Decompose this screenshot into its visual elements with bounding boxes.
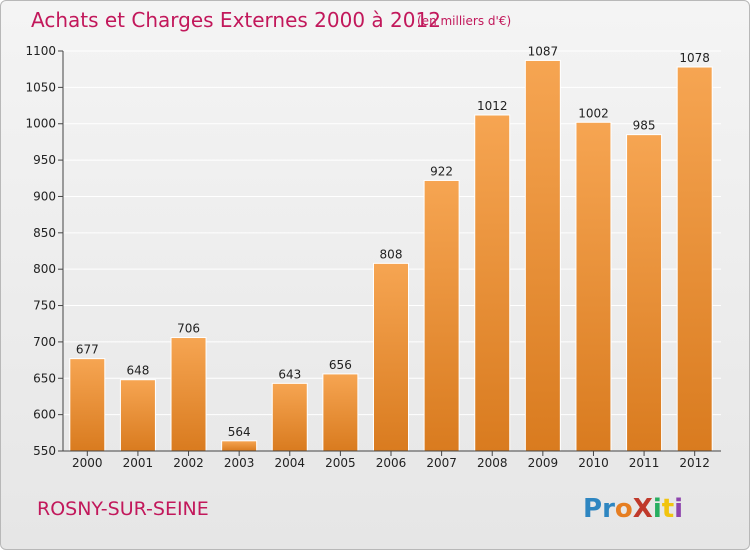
chart-subtitle: (en milliers d'€) — [417, 14, 511, 28]
bar-2009 — [524, 59, 561, 452]
y-tick-label: 1050 — [25, 80, 56, 94]
bar-2003 — [221, 440, 258, 452]
logo-letter: i — [653, 494, 662, 524]
y-tick-label: 550 — [33, 444, 56, 458]
x-tick-label: 2002 — [173, 456, 204, 470]
logo-letter: P — [583, 494, 602, 524]
location-name: ROSNY-SUR-SEINE — [37, 498, 209, 520]
data-label: 656 — [329, 358, 352, 372]
logo-letter: r — [602, 494, 615, 524]
data-label: 1087 — [528, 44, 559, 58]
y-tick-label: 1000 — [25, 117, 56, 131]
bar-2004 — [271, 382, 308, 452]
x-tick-label: 2001 — [123, 456, 154, 470]
data-label: 1002 — [578, 106, 609, 120]
y-axis-ticks: 550 600 650 700 750 800 850 900 950 1000 1050 1100 — [25, 44, 63, 458]
x-tick-label: 2012 — [679, 456, 710, 470]
x-tick-label: 2003 — [224, 456, 255, 470]
x-tick-label: 2007 — [426, 456, 457, 470]
bar-2011 — [626, 134, 663, 452]
logo-letter: i — [674, 494, 683, 524]
y-tick-label: 800 — [33, 262, 56, 276]
data-label: 677 — [76, 343, 99, 357]
data-label: 922 — [430, 164, 453, 178]
data-label: 706 — [177, 322, 200, 336]
proxiti-logo: ProXiti — [583, 494, 683, 524]
bars — [69, 59, 713, 452]
bar-2010 — [575, 121, 612, 452]
x-tick-label: 2009 — [528, 456, 559, 470]
bar-2006 — [373, 262, 409, 452]
data-label: 643 — [278, 367, 301, 381]
y-tick-label: 650 — [33, 371, 56, 385]
logo-letter: o — [615, 494, 633, 524]
y-tick-label: 750 — [33, 299, 56, 313]
data-label: 1078 — [679, 51, 710, 65]
bar-2007 — [423, 179, 460, 452]
x-tick-label: 2000 — [72, 456, 103, 470]
logo-letter: t — [662, 494, 674, 524]
bar-2005 — [322, 373, 359, 452]
logo-letter: X — [633, 494, 653, 524]
y-tick-label: 700 — [33, 335, 56, 349]
y-tick-label: 1100 — [25, 44, 56, 58]
x-axis-ticks: 2000 2001 2002 2003 2004 2005 2006 2007 2008 2009… — [72, 451, 710, 470]
data-label: 808 — [380, 247, 403, 261]
x-tick-label: 2006 — [376, 456, 407, 470]
data-label: 564 — [228, 425, 251, 439]
y-tick-label: 950 — [33, 153, 56, 167]
x-tick-label: 2011 — [629, 456, 660, 470]
bar-2001 — [119, 379, 156, 452]
x-tick-label: 2010 — [578, 456, 609, 470]
bar-2008 — [474, 114, 511, 452]
value-labels: 677 648 706 564 643 656 808 922 1012 1087 1002 985 1… — [76, 44, 710, 438]
x-tick-label: 2004 — [274, 456, 305, 470]
y-tick-label: 900 — [33, 189, 56, 203]
data-label: 1012 — [477, 99, 508, 113]
chart-title: Achats et Charges Externes 2000 à 2012 — [31, 8, 441, 32]
y-tick-label: 850 — [33, 226, 56, 240]
x-tick-label: 2008 — [477, 456, 508, 470]
bar-2000 — [69, 358, 106, 452]
data-label: 985 — [633, 119, 656, 133]
bar-2002 — [170, 337, 207, 452]
data-label: 648 — [126, 364, 149, 378]
y-tick-label: 600 — [33, 408, 56, 422]
bar-2012 — [676, 66, 713, 452]
x-tick-label: 2005 — [325, 456, 356, 470]
